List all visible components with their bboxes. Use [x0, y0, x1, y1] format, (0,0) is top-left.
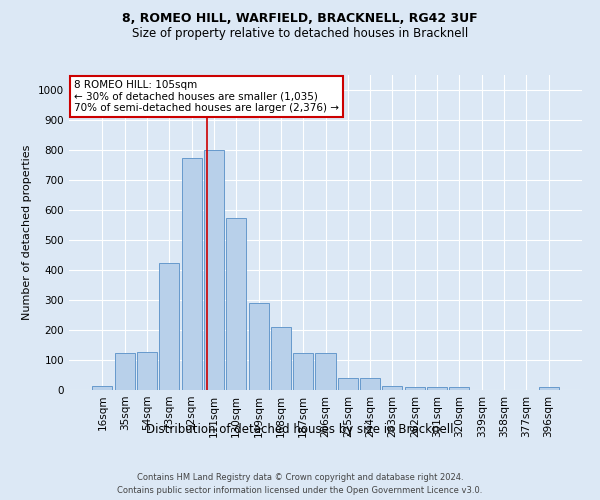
Y-axis label: Number of detached properties: Number of detached properties — [22, 145, 32, 320]
Bar — [248, 303, 269, 390]
Bar — [159, 262, 179, 390]
Bar — [115, 352, 135, 390]
Bar — [92, 386, 112, 390]
Bar — [427, 387, 447, 390]
Bar — [338, 378, 358, 390]
Bar — [204, 150, 224, 390]
Bar — [360, 378, 380, 390]
Bar — [137, 352, 157, 390]
Bar — [382, 386, 403, 390]
Text: Contains public sector information licensed under the Open Government Licence v3: Contains public sector information licen… — [118, 486, 482, 495]
Bar — [293, 352, 313, 390]
Bar — [539, 387, 559, 390]
Text: Size of property relative to detached houses in Bracknell: Size of property relative to detached ho… — [132, 28, 468, 40]
Text: Distribution of detached houses by size in Bracknell: Distribution of detached houses by size … — [146, 422, 454, 436]
Bar — [226, 218, 246, 390]
Bar — [405, 387, 425, 390]
Text: 8, ROMEO HILL, WARFIELD, BRACKNELL, RG42 3UF: 8, ROMEO HILL, WARFIELD, BRACKNELL, RG42… — [122, 12, 478, 26]
Bar — [182, 158, 202, 390]
Text: Contains HM Land Registry data © Crown copyright and database right 2024.: Contains HM Land Registry data © Crown c… — [137, 472, 463, 482]
Text: 8 ROMEO HILL: 105sqm
← 30% of detached houses are smaller (1,035)
70% of semi-de: 8 ROMEO HILL: 105sqm ← 30% of detached h… — [74, 80, 339, 113]
Bar — [271, 327, 291, 390]
Bar — [316, 352, 335, 390]
Bar — [449, 387, 469, 390]
